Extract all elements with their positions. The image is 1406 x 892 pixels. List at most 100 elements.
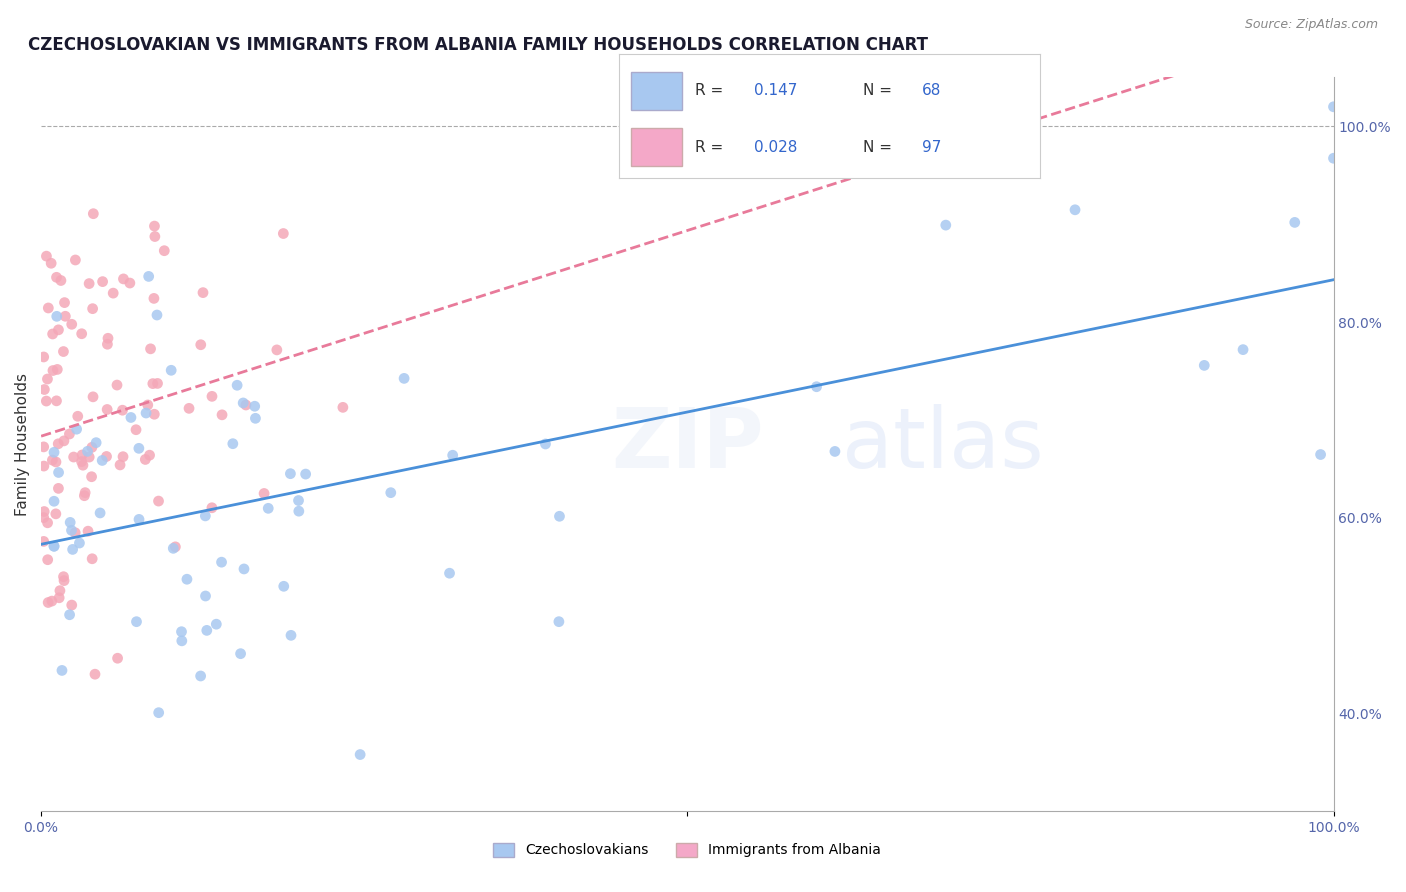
Point [232,396,254,410]
Point [1322,100,1344,114]
Point [273,227,295,241]
Text: R =: R = [695,140,723,154]
Point [32,350,55,364]
Point [143,407,166,421]
Point [205,617,228,632]
Text: 97: 97 [922,140,942,154]
Point [1194,359,1216,373]
Point [42,363,65,377]
Point [62,542,84,557]
Point [134,452,156,467]
Point [226,378,249,392]
Point [58,607,80,622]
Point [70,448,93,462]
Point [45,310,67,324]
Point [42,539,65,553]
Point [84,435,107,450]
Point [32,504,55,518]
Text: R =: R = [695,84,723,98]
Point [191,285,214,300]
Point [45,455,67,469]
Point [103,286,125,301]
Point [96,402,118,417]
Point [222,436,245,450]
Point [170,633,193,648]
Point [266,343,288,357]
Point [160,363,183,377]
Point [176,572,198,586]
Point [72,458,94,473]
Point [53,295,76,310]
Point [52,570,75,584]
Point [48,591,70,605]
Point [1309,448,1331,462]
Point [82,551,104,566]
Text: N =: N = [863,84,893,98]
Point [46,362,69,376]
Point [60,318,83,332]
Point [37,552,59,566]
Point [42,539,65,553]
Point [534,437,557,451]
Point [1284,215,1306,229]
Point [1064,202,1087,217]
Point [32,510,55,524]
Point [97,331,120,345]
Point [96,450,118,464]
Point [59,516,82,530]
Point [34,383,56,397]
Point [201,500,224,515]
FancyBboxPatch shape [631,72,682,110]
Point [148,494,170,508]
Point [211,408,233,422]
Point [170,624,193,639]
Point [80,441,103,455]
Point [153,244,176,258]
Point [548,615,571,629]
Point [53,574,76,588]
Point [37,516,59,530]
Point [146,308,169,322]
Text: 0.147: 0.147 [754,84,797,98]
Point [136,398,159,412]
Point [53,310,76,324]
Point [243,399,266,413]
Point [66,409,89,424]
Point [41,594,63,608]
Point [332,401,354,415]
Point [143,229,166,244]
Point [142,292,165,306]
Point [32,459,55,474]
Point [138,448,160,462]
Point [35,394,58,409]
Point [235,398,257,412]
Point [194,589,217,603]
Point [91,453,114,467]
Legend: Czechoslovakians, Immigrants from Albania: Czechoslovakians, Immigrants from Albani… [488,837,887,863]
Point [190,337,212,351]
Point [380,485,402,500]
Point [91,275,114,289]
Point [229,647,252,661]
Point [52,344,75,359]
Point [128,442,150,456]
Point [125,423,148,437]
Point [48,323,70,337]
Point [32,534,55,549]
Text: CZECHOSLOVAKIAN VS IMMIGRANTS FROM ALBANIA FAMILY HOUSEHOLDS CORRELATION CHART: CZECHOSLOVAKIAN VS IMMIGRANTS FROM ALBAN… [28,36,928,54]
Point [273,579,295,593]
Point [48,482,70,496]
Point [46,437,69,451]
Point [112,450,135,464]
Point [935,218,957,232]
Point [65,422,87,436]
Point [37,595,59,609]
Point [35,249,58,263]
Point [70,326,93,341]
Point [76,444,98,458]
Text: 0.028: 0.028 [754,140,797,154]
Point [89,506,111,520]
Point [58,427,80,442]
Point [48,466,70,480]
Point [120,410,142,425]
